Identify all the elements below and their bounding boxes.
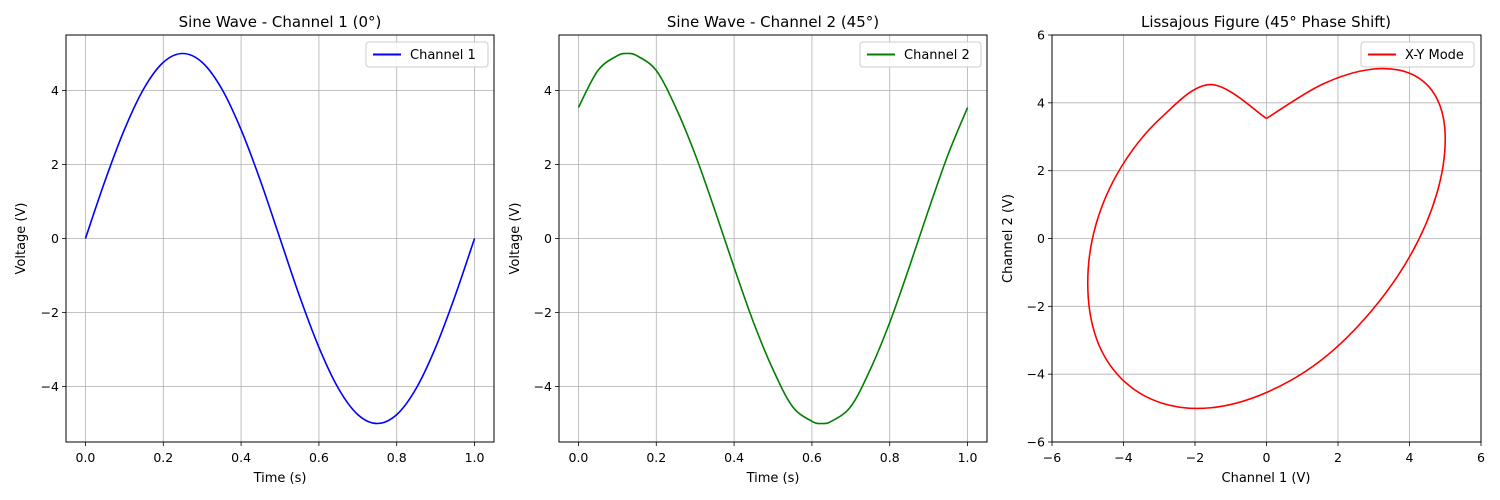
chart-3-y-tick-label: 0 [1037,231,1045,246]
chart-1-x-tick-label: 0.8 [387,450,407,465]
chart-1-y-tick-label: −4 [41,379,59,394]
chart-3-series-line-1 [1086,67,1447,410]
chart-3-x-ticks: −6 −4 −2 0 2 4 6 [1043,442,1485,465]
chart-3-x-tick-label: 6 [1477,450,1485,465]
chart-3-y-axis-label: Channel 2 (V) [1001,194,1016,283]
chart-3-x-axis-label: Channel 1 (V) [1222,471,1311,486]
chart-1-x-tick-label: 0.4 [231,450,251,465]
chart-1-x-tick-label: 0.0 [76,450,96,465]
chart-2-legend-label: Channel 2 [904,48,970,63]
chart-3-legend: X-Y Mode [1360,41,1475,68]
chart-1-x-axis-label: Time (s) [253,471,307,486]
chart-2-x-tick-label: 0.6 [802,450,822,465]
chart-2-x-axis-label: Time (s) [746,471,800,486]
chart-3-y-ticks: −6 −4 −2 0 2 4 6 [1027,28,1052,450]
chart-2-x-tick-label: 0.8 [880,450,900,465]
chart-1-x-tick-label: 1.0 [465,450,485,465]
chart-3-x-tick-label: 2 [1334,450,1342,465]
chart-3-x-tick-label: −4 [1114,450,1132,465]
chart-1-legend: Channel 1 [365,41,489,68]
chart-3-y-tick-label: −2 [1027,299,1045,314]
chart-1-series-line-1 [84,52,476,425]
chart-3-title: Lissajous Figure (45° Phase Shift) [1141,13,1391,31]
chart-2-legend: Channel 2 [859,41,982,68]
chart-3-y-tick-label: 2 [1037,163,1045,178]
chart-3-y-tick-label: −4 [1027,367,1045,382]
chart-1-legend-label: Channel 1 [410,48,476,63]
chart-panel-2: Sine Wave - Channel 2 (45°) 0.0 0.2 0.4 0.6… [508,13,988,486]
chart-1-y-tick-label: 0 [51,231,59,246]
chart-2-x-ticks: 0.0 0.2 0.4 0.6 0.8 1.0 [569,442,978,465]
chart-2-y-tick-label: 2 [544,157,552,172]
chart-2-grid [559,35,987,442]
chart-2-legend-box [859,41,982,68]
chart-3-x-tick-label: 4 [1406,450,1414,465]
chart-1-y-ticks: −4 −2 0 2 4 [41,83,66,394]
chart-2-y-tick-label: −4 [534,379,552,394]
chart-2-x-tick-label: 0.2 [646,450,666,465]
chart-1-legend-box [365,41,489,68]
chart-3-x-tick-label: −6 [1043,450,1061,465]
chart-1-series [84,52,476,425]
chart-2-y-tick-label: 0 [544,231,552,246]
chart-panel-1: Sine Wave - Channel 1 (0°) 0.0 0.2 0.4 0.6 0… [14,13,495,486]
chart-3-x-tick-label: 0 [1263,450,1271,465]
chart-1-title: Sine Wave - Channel 1 (0°) [179,13,382,31]
chart-3-legend-label: X-Y Mode [1405,48,1464,63]
chart-2-series [577,52,969,425]
chart-2-y-axis-label: Voltage (V) [508,203,523,275]
chart-2-x-tick-label: 1.0 [958,450,978,465]
chart-2-y-ticks: −4 −2 0 2 4 [534,83,559,394]
chart-1-x-tick-label: 0.2 [153,450,173,465]
chart-panel-3: Lissajous Figure (45° Phase Shift) −6 −4−… [1001,13,1485,486]
chart-1-y-axis-label: Voltage (V) [14,203,29,275]
chart-1-x-tick-label: 0.6 [309,450,329,465]
chart-2-x-tick-label: 0.4 [724,450,744,465]
chart-1-x-ticks: 0.0 0.2 0.4 0.6 0.8 1.0 [76,442,485,465]
chart-1-y-tick-label: 2 [51,157,59,172]
chart-2-y-tick-label: −2 [534,305,552,320]
chart-3-x-tick-label: −2 [1186,450,1204,465]
chart-2-y-tick-label: 4 [544,83,552,98]
chart-2-series-line-1 [577,52,969,425]
chart-3-legend-box [1360,41,1475,68]
chart-2-title: Sine Wave - Channel 2 (45°) [667,13,879,31]
chart-2-x-tick-label: 0.0 [569,450,589,465]
chart-1-y-tick-label: −2 [41,305,59,320]
chart-3-y-tick-label: −6 [1027,435,1045,450]
chart-1-y-tick-label: 4 [51,83,59,98]
chart-3-series [1086,67,1447,410]
chart-3-y-tick-label: 4 [1037,95,1045,110]
chart-3-y-tick-label: 6 [1037,28,1045,43]
